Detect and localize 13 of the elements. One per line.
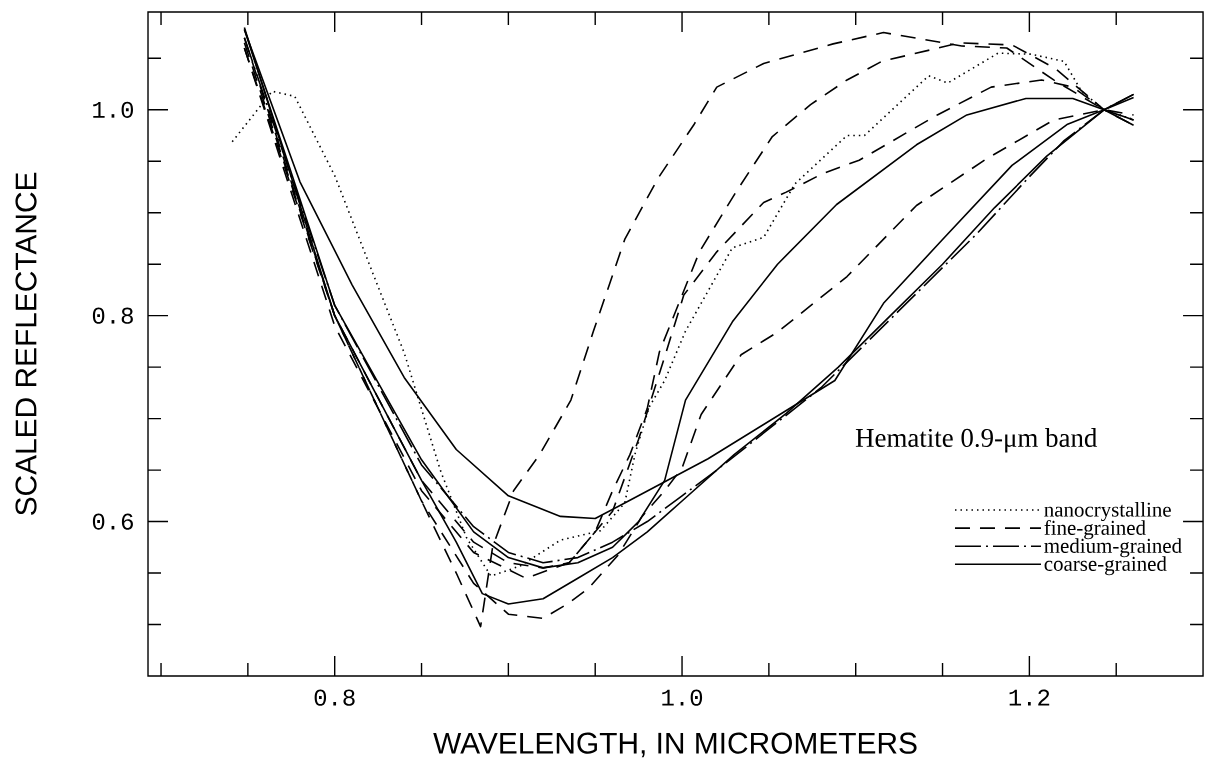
y-tick-label: 0.8 (92, 307, 133, 324)
y-tick-label: 1.0 (93, 101, 134, 118)
legend-label: fine-grained (1044, 519, 1146, 540)
legend-label: medium-grained (1044, 538, 1182, 558)
y-tick-label: 0.6 (92, 513, 133, 530)
x-tick-label: 1.0 (662, 689, 703, 706)
y-axis-title: SCALED REFLECTANCE (15, 172, 37, 516)
x-tick-label: 0.8 (314, 689, 355, 706)
x-axis-title: WAVELENGTH, IN MICROMETERS (433, 732, 917, 758)
legend-label: coarse-grained (1044, 556, 1167, 576)
x-tick-label: 1.2 (1009, 689, 1050, 706)
annotation: Hematite 0.9-μm band (855, 428, 1098, 453)
legend-label: nanocrystalline (1044, 501, 1171, 522)
